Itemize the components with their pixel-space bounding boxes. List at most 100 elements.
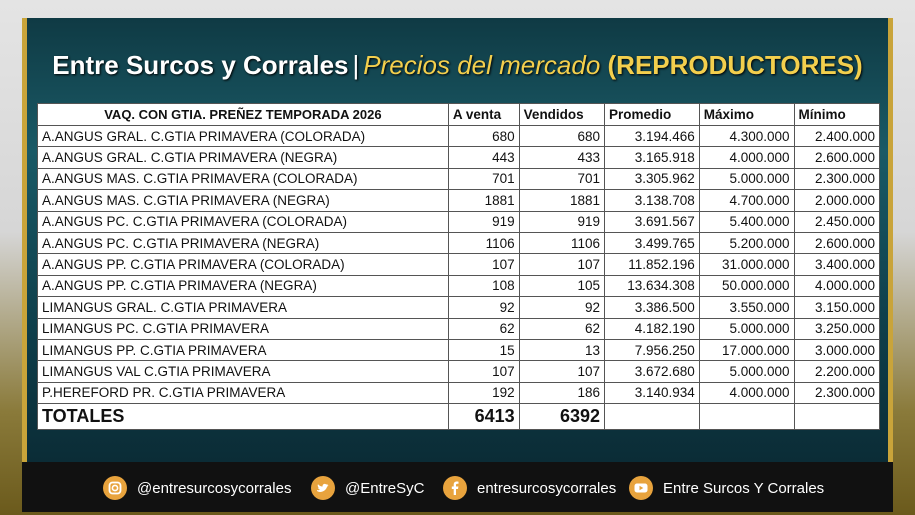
column-header: Máximo: [698, 103, 795, 126]
value-cell: 2.300.000: [793, 167, 881, 191]
value-cell: 3.138.708: [604, 189, 700, 212]
facebook[interactable]: entresurcosycorrales: [443, 476, 616, 500]
value-cell: 701: [518, 167, 606, 191]
table-row: A.ANGUS PC. C.GTIA PRIMAVERA (NEGRA) 1106…: [37, 231, 881, 255]
value-cell: 107: [518, 360, 606, 383]
instagram-icon: [103, 476, 127, 500]
value-cell: 3.691.567: [604, 210, 700, 233]
table-row: A.ANGUS PP. C.GTIA PRIMAVERA (NEGRA) 108 1…: [37, 274, 881, 298]
value-cell: 5.200.000: [698, 231, 795, 255]
value-cell: 3.194.466: [604, 124, 700, 148]
column-header: Vendidos: [518, 103, 606, 126]
value-cell: 107: [518, 253, 606, 276]
value-cell: 15: [447, 338, 520, 362]
value-cell: 3.150.000: [793, 296, 881, 319]
value-cell: 680: [518, 124, 606, 148]
twitter[interactable]: @EntreSyC: [311, 476, 424, 500]
category-cell: A.ANGUS PP. C.GTIA PRIMAVERA (COLORADA): [37, 253, 449, 276]
value-cell: 92: [518, 296, 606, 319]
totals-row: TOTALES 6413 6392: [37, 403, 881, 431]
value-cell: 1881: [447, 189, 520, 212]
category-cell: LIMANGUS PC. C.GTIA PRIMAVERA: [37, 317, 449, 340]
header-row: VAQ. CON GTIA. PREÑEZ TEMPORADA 2026 A ve…: [37, 103, 881, 126]
value-cell: 2.300.000: [793, 381, 881, 405]
value-cell: 4.182.190: [604, 317, 700, 340]
category-cell: A.ANGUS MAS. C.GTIA PRIMAVERA (COLORADA): [37, 167, 449, 191]
value-cell: 2.000.000: [793, 189, 881, 212]
value-cell: 3.140.934: [604, 381, 700, 405]
value-cell: 105: [518, 274, 606, 298]
title: Entre Surcos y Corrales | Precios del merc…: [0, 50, 915, 81]
value-cell: 31.000.000: [698, 253, 795, 276]
youtube-channel: Entre Surcos Y Corrales: [663, 479, 825, 497]
category-cell: LIMANGUS VAL C.GTIA PRIMAVERA: [37, 360, 449, 383]
empty-cell: [604, 403, 700, 431]
value-cell: 4.000.000: [698, 146, 795, 169]
empty-cell: [793, 403, 881, 431]
value-cell: 3.305.962: [604, 167, 700, 191]
table-row: A.ANGUS GRAL. C.GTIA PRIMAVERA (COLORADA…: [37, 124, 881, 148]
price-table: VAQ. CON GTIA. PREÑEZ TEMPORADA 2026 A ve…: [37, 103, 881, 431]
value-cell: 62: [518, 317, 606, 340]
value-cell: 4.300.000: [698, 124, 795, 148]
table-row: P.HEREFORD PR. C.GTIA PRIMAVERA 192 186 3.1…: [37, 381, 881, 405]
value-cell: 2.600.000: [793, 146, 881, 169]
table-row: A.ANGUS MAS. C.GTIA PRIMAVERA (NEGRA) 188…: [37, 189, 881, 212]
youtube-icon: [629, 476, 653, 500]
value-cell: 680: [447, 124, 520, 148]
totals-label: TOTALES: [37, 403, 449, 431]
category-cell: A.ANGUS MAS. C.GTIA PRIMAVERA (NEGRA): [37, 189, 449, 212]
column-header: Promedio: [604, 103, 700, 126]
value-cell: 3.499.765: [604, 231, 700, 255]
empty-cell: [698, 403, 795, 431]
value-cell: 3.165.918: [604, 146, 700, 169]
youtube[interactable]: Entre Surcos Y Corrales: [629, 476, 824, 500]
value-cell: 7.956.250: [604, 338, 700, 362]
value-cell: 443: [447, 146, 520, 169]
value-cell: 192: [447, 381, 520, 405]
subtitle: Precios del mercado: [363, 50, 601, 80]
value-cell: 1106: [447, 231, 520, 255]
total-cell: 6413: [447, 403, 520, 431]
value-cell: 5.400.000: [698, 210, 795, 233]
value-cell: 62: [447, 317, 520, 340]
value-cell: 11.852.196: [604, 253, 700, 276]
value-cell: 433: [518, 146, 606, 169]
column-header: VAQ. CON GTIA. PREÑEZ TEMPORADA 2026: [37, 103, 449, 126]
value-cell: 50.000.000: [698, 274, 795, 298]
value-cell: 108: [447, 274, 520, 298]
category-cell: A.ANGUS PC. C.GTIA PRIMAVERA (NEGRA): [37, 231, 449, 255]
table-row: LIMANGUS PP. C.GTIA PRIMAVERA 15 13 7.956.2…: [37, 338, 881, 362]
value-cell: 2.200.000: [793, 360, 881, 383]
category-cell: A.ANGUS PP. C.GTIA PRIMAVERA (NEGRA): [37, 274, 449, 298]
category: (REPRODUCTORES): [607, 50, 863, 80]
category-cell: P.HEREFORD PR. C.GTIA PRIMAVERA: [37, 381, 449, 405]
value-cell: 3.000.000: [793, 338, 881, 362]
table-row: A.ANGUS PP. C.GTIA PRIMAVERA (COLORADA) 1…: [37, 253, 881, 276]
value-cell: 17.000.000: [698, 338, 795, 362]
facebook-handle: entresurcosycorrales: [477, 479, 617, 497]
category-cell: A.ANGUS PC. C.GTIA PRIMAVERA (COLORADA): [37, 210, 449, 233]
value-cell: 92: [447, 296, 520, 319]
value-cell: 5.000.000: [698, 360, 795, 383]
value-cell: 13.634.308: [604, 274, 700, 298]
instagram[interactable]: @entresurcosycorrales: [103, 476, 291, 500]
value-cell: 5.000.000: [698, 317, 795, 340]
value-cell: 1106: [518, 231, 606, 255]
value-cell: 3.550.000: [698, 296, 795, 319]
brand: Entre Surcos y Corrales: [52, 50, 349, 80]
table-row: LIMANGUS VAL C.GTIA PRIMAVERA 107 107 3.672…: [37, 360, 881, 383]
twitter-icon: [311, 476, 335, 500]
value-cell: 107: [447, 360, 520, 383]
value-cell: 4.700.000: [698, 189, 795, 212]
value-cell: 5.000.000: [698, 167, 795, 191]
value-cell: 2.400.000: [793, 124, 881, 148]
twitter-handle: @EntreSyC: [345, 479, 425, 497]
value-cell: 186: [518, 381, 606, 405]
value-cell: 13: [518, 338, 606, 362]
value-cell: 4.000.000: [698, 381, 795, 405]
table-row: LIMANGUS PC. C.GTIA PRIMAVERA 62 62 4.182.1…: [37, 317, 881, 340]
value-cell: 919: [447, 210, 520, 233]
value-cell: 2.600.000: [793, 231, 881, 255]
